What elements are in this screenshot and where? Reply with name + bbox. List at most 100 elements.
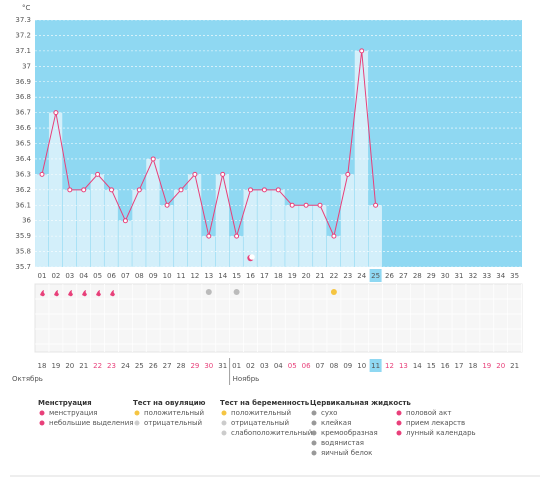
legend-title: Цервикальная жидкость — [310, 399, 411, 407]
legend-item: прием лекарств — [406, 419, 465, 427]
date-label: 01 — [232, 362, 241, 370]
date-label: 18 — [38, 362, 47, 370]
ovulation-negative — [233, 289, 240, 295]
point — [303, 202, 309, 208]
x-tick-label: 09 — [149, 272, 158, 280]
bar — [132, 189, 146, 267]
unit-label: °C — [22, 4, 31, 12]
point — [122, 218, 128, 224]
x-tick-label: 33 — [482, 272, 491, 280]
legend-item: отрицательный — [231, 419, 289, 427]
date-label: 12 — [385, 362, 394, 370]
date-label: 08 — [329, 362, 338, 370]
point — [248, 187, 253, 193]
legend-title: Тест на беременность — [220, 399, 310, 407]
point — [164, 202, 170, 208]
x-tick-label: 13 — [204, 272, 213, 280]
legend-item: сухо — [321, 409, 337, 417]
date-label: 31 — [218, 362, 227, 370]
bar — [146, 158, 160, 267]
x-tick-label: 22 — [329, 272, 338, 280]
point — [373, 202, 379, 208]
legend-item: отрицательный — [144, 419, 202, 427]
date-label: 10 — [357, 362, 366, 370]
x-tick-label: 23 — [343, 272, 352, 280]
bar — [271, 189, 285, 267]
point — [206, 233, 212, 239]
legend-icon — [221, 430, 227, 436]
point — [95, 171, 101, 177]
date-label: 15 — [427, 362, 436, 370]
point — [359, 48, 365, 54]
bar — [174, 189, 188, 267]
x-tick-label: 14 — [218, 272, 227, 280]
legend-item: половой акт — [406, 409, 451, 417]
x-tick-label: 19 — [288, 272, 297, 280]
bar — [76, 189, 91, 267]
x-tick-label: 21 — [316, 272, 325, 280]
x-tick-label: 01 — [38, 272, 47, 280]
y-tick-label: 36.4 — [15, 155, 31, 163]
legend-icon — [311, 420, 317, 426]
x-tick-label: 25 — [371, 272, 380, 280]
point — [192, 171, 198, 177]
x-tick-label: 32 — [468, 272, 477, 280]
bar — [62, 189, 77, 267]
x-tick-label: 30 — [441, 272, 450, 280]
date-label: 20 — [65, 362, 74, 370]
today-date-box — [369, 359, 382, 372]
bar — [104, 189, 118, 267]
date-label: 27 — [163, 362, 172, 370]
point — [234, 233, 240, 239]
month-label: Ноябрь — [233, 375, 260, 383]
legend-icon — [221, 420, 227, 426]
date-label: 19 — [51, 362, 60, 370]
x-tick-label: 04 — [79, 272, 88, 280]
legend-item: положительный — [231, 409, 291, 417]
x-tick-label: 24 — [357, 272, 366, 280]
x-tick-label: 34 — [496, 272, 505, 280]
date-label: 09 — [343, 362, 352, 370]
date-label: 25 — [135, 362, 144, 370]
date-label: 06 — [302, 362, 311, 370]
legend-icon — [134, 420, 140, 426]
legend-icon — [396, 410, 402, 416]
x-tick-label: 10 — [163, 272, 172, 280]
bar — [243, 189, 257, 267]
bar — [187, 174, 202, 267]
x-tick-label: 03 — [65, 272, 74, 280]
point — [150, 156, 156, 162]
date-label: 26 — [149, 362, 158, 370]
y-tick-label: 37.3 — [15, 16, 31, 24]
date-label: 11 — [371, 362, 380, 370]
x-tick-label: 27 — [399, 272, 408, 280]
legend-item: слабоположительный — [231, 429, 312, 437]
legend-icon — [311, 450, 317, 456]
date-label: 23 — [107, 362, 116, 370]
x-tick-label: 06 — [107, 272, 116, 280]
legend-icon — [39, 420, 45, 426]
point — [317, 202, 323, 208]
point — [67, 187, 73, 193]
events-area — [34, 283, 523, 353]
point — [53, 110, 59, 116]
bar — [90, 174, 104, 267]
legend-icon — [221, 410, 227, 416]
x-tick-label: 05 — [93, 272, 102, 280]
point — [261, 187, 267, 193]
y-tick-label: 35.8 — [15, 248, 31, 256]
date-label: 20 — [496, 362, 505, 370]
date-label: 19 — [482, 362, 491, 370]
month-label: Октябрь — [12, 375, 43, 383]
x-tick-label: 26 — [385, 272, 394, 280]
bar — [354, 50, 369, 267]
date-label: 22 — [93, 362, 102, 370]
x-tick-label: 18 — [274, 272, 283, 280]
bar — [215, 174, 230, 267]
x-tick-label: 11 — [177, 272, 186, 280]
legend-icon — [134, 410, 140, 416]
x-tick-label: 08 — [135, 272, 144, 280]
